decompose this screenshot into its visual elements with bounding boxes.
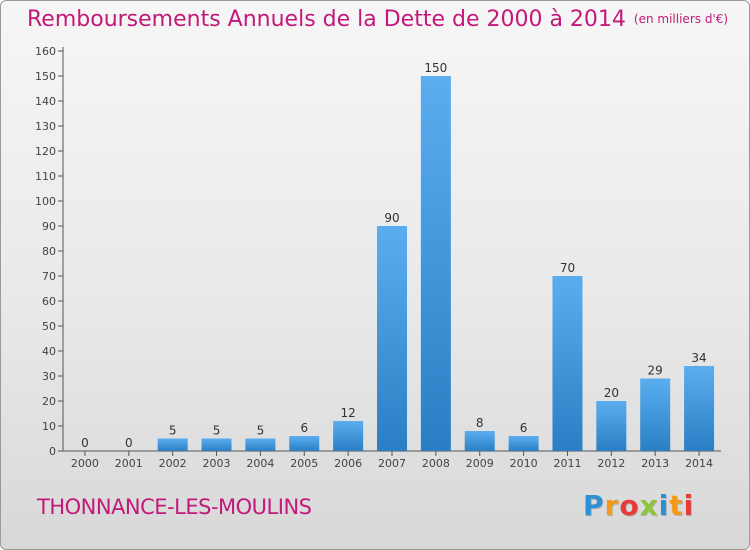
y-axis: 0 10 20 30 40 50 60 70 80 90 100 110 120 130 140 150 160 <box>35 45 64 458</box>
y-tick-label: 100 <box>35 195 56 208</box>
bar-value-label: 6 <box>520 421 528 435</box>
chart-subtitle: (en milliers d'€) <box>633 12 729 26</box>
x-tick-label: 2004 <box>246 457 274 470</box>
x-tick-label: 2007 <box>378 457 406 470</box>
bar-value-label: 29 <box>648 364 663 378</box>
logo-letter-i: i <box>658 489 670 522</box>
bar <box>420 76 451 451</box>
bar-value-label: 0 <box>125 436 133 450</box>
y-tick-label: 110 <box>35 170 56 183</box>
chart-title: Remboursements Annuels de la Dette de 20… <box>27 7 728 32</box>
y-tick-label: 90 <box>42 220 56 233</box>
bar <box>640 378 671 451</box>
x-tick-label: 2006 <box>334 457 362 470</box>
y-tick-label: 160 <box>35 45 56 58</box>
bar <box>157 438 188 451</box>
x-tick-label: 2013 <box>641 457 669 470</box>
bar <box>333 421 364 451</box>
proxiti-logo[interactable]: Proxiti <box>583 489 694 522</box>
y-tick-label: 60 <box>42 295 56 308</box>
bar <box>245 438 276 451</box>
y-tick-label: 140 <box>35 95 56 108</box>
bar-value-label: 5 <box>257 424 265 438</box>
y-tick-label: 10 <box>42 420 56 433</box>
x-tick-label: 2011 <box>553 457 581 470</box>
logo-letter-p: P <box>583 489 605 522</box>
data-labels: 0 0 5 5 5 6 12 90 150 8 6 70 20 29 34 <box>81 61 707 450</box>
y-tick-label: 150 <box>35 70 56 83</box>
x-tick-label: 2009 <box>466 457 494 470</box>
y-tick-label: 0 <box>49 445 56 458</box>
bar <box>464 431 495 451</box>
y-tick-label: 50 <box>42 320 56 333</box>
x-tick-label: 2008 <box>422 457 450 470</box>
chart-title-text: Remboursements Annuels de la Dette de 20… <box>27 7 626 32</box>
x-tick-label: 2005 <box>290 457 318 470</box>
bar <box>289 436 320 451</box>
y-tick-label: 130 <box>35 120 56 133</box>
bar <box>377 226 407 451</box>
bar-value-label: 70 <box>560 261 575 275</box>
bar-value-label: 12 <box>340 406 355 420</box>
x-tick-label: 2002 <box>159 457 187 470</box>
x-tick-label: 2014 <box>685 457 713 470</box>
bar <box>596 401 627 451</box>
bar <box>552 276 583 451</box>
logo-letter-x: x <box>639 489 659 522</box>
commune-name: THONNANCE-LES-MOULINS <box>37 495 312 519</box>
y-tick-label: 40 <box>42 345 56 358</box>
bar-value-label: 8 <box>476 416 484 430</box>
x-tick-label: 2010 <box>510 457 538 470</box>
x-tick-label: 2012 <box>597 457 625 470</box>
bar-value-label: 34 <box>691 351 706 365</box>
bar-value-label: 20 <box>604 386 619 400</box>
y-tick-label: 30 <box>42 370 56 383</box>
x-tick-label: 2003 <box>203 457 231 470</box>
x-tick-label: 2001 <box>115 457 143 470</box>
logo-letter-r: r <box>604 489 620 522</box>
logo-letter-o: o <box>619 489 640 522</box>
y-tick-label: 20 <box>42 395 56 408</box>
y-tick-label: 80 <box>42 245 56 258</box>
x-axis: 2000 2001 2002 2003 2004 2005 2006 2007 2008 2009… <box>63 450 721 470</box>
y-tick-label: 120 <box>35 145 56 158</box>
bar-value-label: 0 <box>81 436 89 450</box>
bars <box>157 76 715 451</box>
y-tick-label: 70 <box>42 270 56 283</box>
logo-letter-i2: i <box>683 489 695 522</box>
logo-letter-t: t <box>669 489 684 522</box>
bar <box>684 366 715 451</box>
bar-value-label: 5 <box>169 424 177 438</box>
bar-value-label: 150 <box>424 61 447 75</box>
bar <box>201 438 232 451</box>
bar-value-label: 90 <box>384 211 399 225</box>
bar-value-label: 5 <box>213 424 221 438</box>
x-tick-label: 2000 <box>71 457 99 470</box>
bar <box>508 436 539 451</box>
bar-value-label: 6 <box>300 421 308 435</box>
